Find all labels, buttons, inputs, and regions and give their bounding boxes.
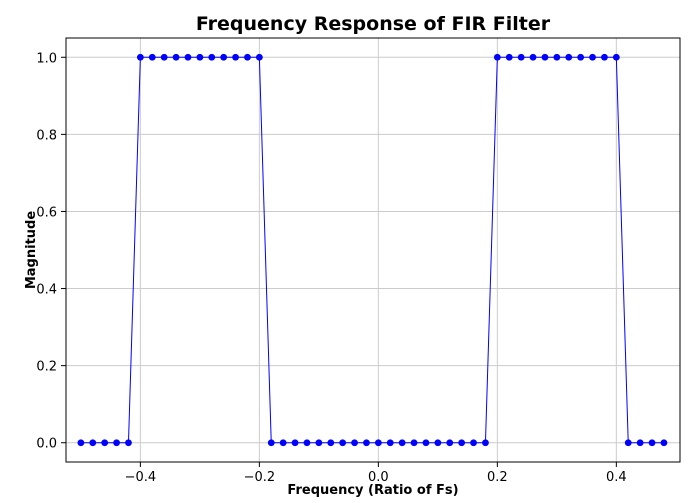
data-point: [648, 439, 656, 447]
data-point: [208, 53, 216, 61]
data-point: [184, 53, 192, 61]
data-point: [529, 53, 537, 61]
data-point: [374, 439, 382, 447]
data-point: [148, 53, 156, 61]
data-point: [660, 439, 668, 447]
y-tick-label: 0.0: [36, 437, 57, 452]
y-axis: 0.0 0.2 0.4 0.6 0.8 1.0: [36, 51, 66, 452]
plot-area: [77, 53, 668, 447]
data-point: [446, 439, 454, 447]
data-point: [493, 53, 501, 61]
data-point: [553, 53, 561, 61]
data-point: [624, 439, 632, 447]
data-point: [398, 439, 406, 447]
data-point: [220, 53, 228, 61]
y-tick-label: 0.6: [36, 205, 57, 220]
data-point: [363, 439, 370, 447]
data-point: [422, 439, 430, 447]
data-point: [386, 439, 394, 447]
data-point: [196, 53, 204, 61]
data-point: [541, 53, 549, 61]
data-point: [612, 53, 620, 61]
data-point: [410, 439, 418, 447]
data-point: [279, 439, 287, 447]
y-axis-label: Magnitude: [24, 211, 39, 290]
data-point: [303, 439, 311, 447]
y-tick-label: 1.0: [36, 51, 57, 66]
data-point: [101, 439, 109, 447]
chart-title: Frequency Response of FIR Filter: [196, 13, 551, 35]
data-point: [351, 439, 358, 447]
data-point: [113, 439, 120, 447]
y-tick-label: 0.4: [36, 283, 57, 298]
data-point: [434, 439, 442, 447]
x-tick-label: 0.2: [487, 470, 508, 485]
data-point: [589, 53, 596, 61]
x-tick-label: −0.2: [244, 470, 276, 485]
data-point: [244, 53, 251, 61]
data-point: [160, 53, 168, 61]
data-point: [517, 53, 525, 61]
data-point: [172, 53, 180, 61]
grid: [66, 38, 680, 462]
data-point: [267, 439, 275, 447]
data-point: [458, 439, 466, 447]
data-point: [315, 439, 323, 447]
data-point: [125, 439, 132, 447]
data-point: [577, 53, 585, 61]
data-point: [482, 439, 489, 447]
data-point: [136, 53, 144, 61]
data-point: [291, 439, 299, 447]
data-point: [505, 53, 513, 61]
data-point: [470, 439, 477, 447]
x-tick-label: 0.0: [368, 470, 389, 485]
data-point: [77, 439, 85, 447]
x-axis: −0.4 −0.2 0.0 0.2 0.4: [125, 462, 627, 485]
x-axis-label: Frequency (Ratio of Fs): [287, 483, 458, 498]
data-point: [89, 439, 97, 447]
x-tick-label: 0.4: [606, 470, 627, 485]
data-point: [232, 53, 239, 61]
series-line: [80, 56, 664, 444]
data-point: [327, 439, 335, 447]
data-point: [255, 53, 263, 61]
y-tick-label: 0.8: [36, 128, 57, 143]
data-point: [565, 53, 573, 61]
data-point: [339, 439, 347, 447]
data-point: [636, 439, 644, 447]
plot-frame: [65, 37, 681, 463]
y-tick-label: 0.2: [36, 360, 57, 375]
data-point: [601, 53, 608, 61]
x-tick-label: −0.4: [125, 470, 157, 485]
